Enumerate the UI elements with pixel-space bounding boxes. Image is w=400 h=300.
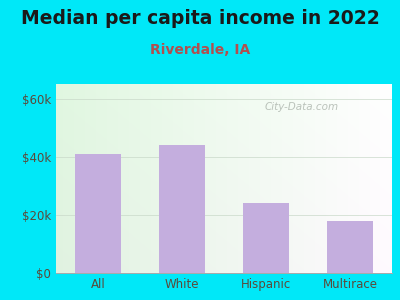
Bar: [75, 154, 121, 273]
Text: Median per capita income in 2022: Median per capita income in 2022: [21, 9, 379, 28]
Bar: [243, 203, 289, 273]
Bar: [159, 145, 205, 273]
Bar: [327, 221, 373, 273]
Text: City-Data.com: City-Data.com: [264, 102, 338, 112]
Text: Riverdale, IA: Riverdale, IA: [150, 44, 250, 58]
